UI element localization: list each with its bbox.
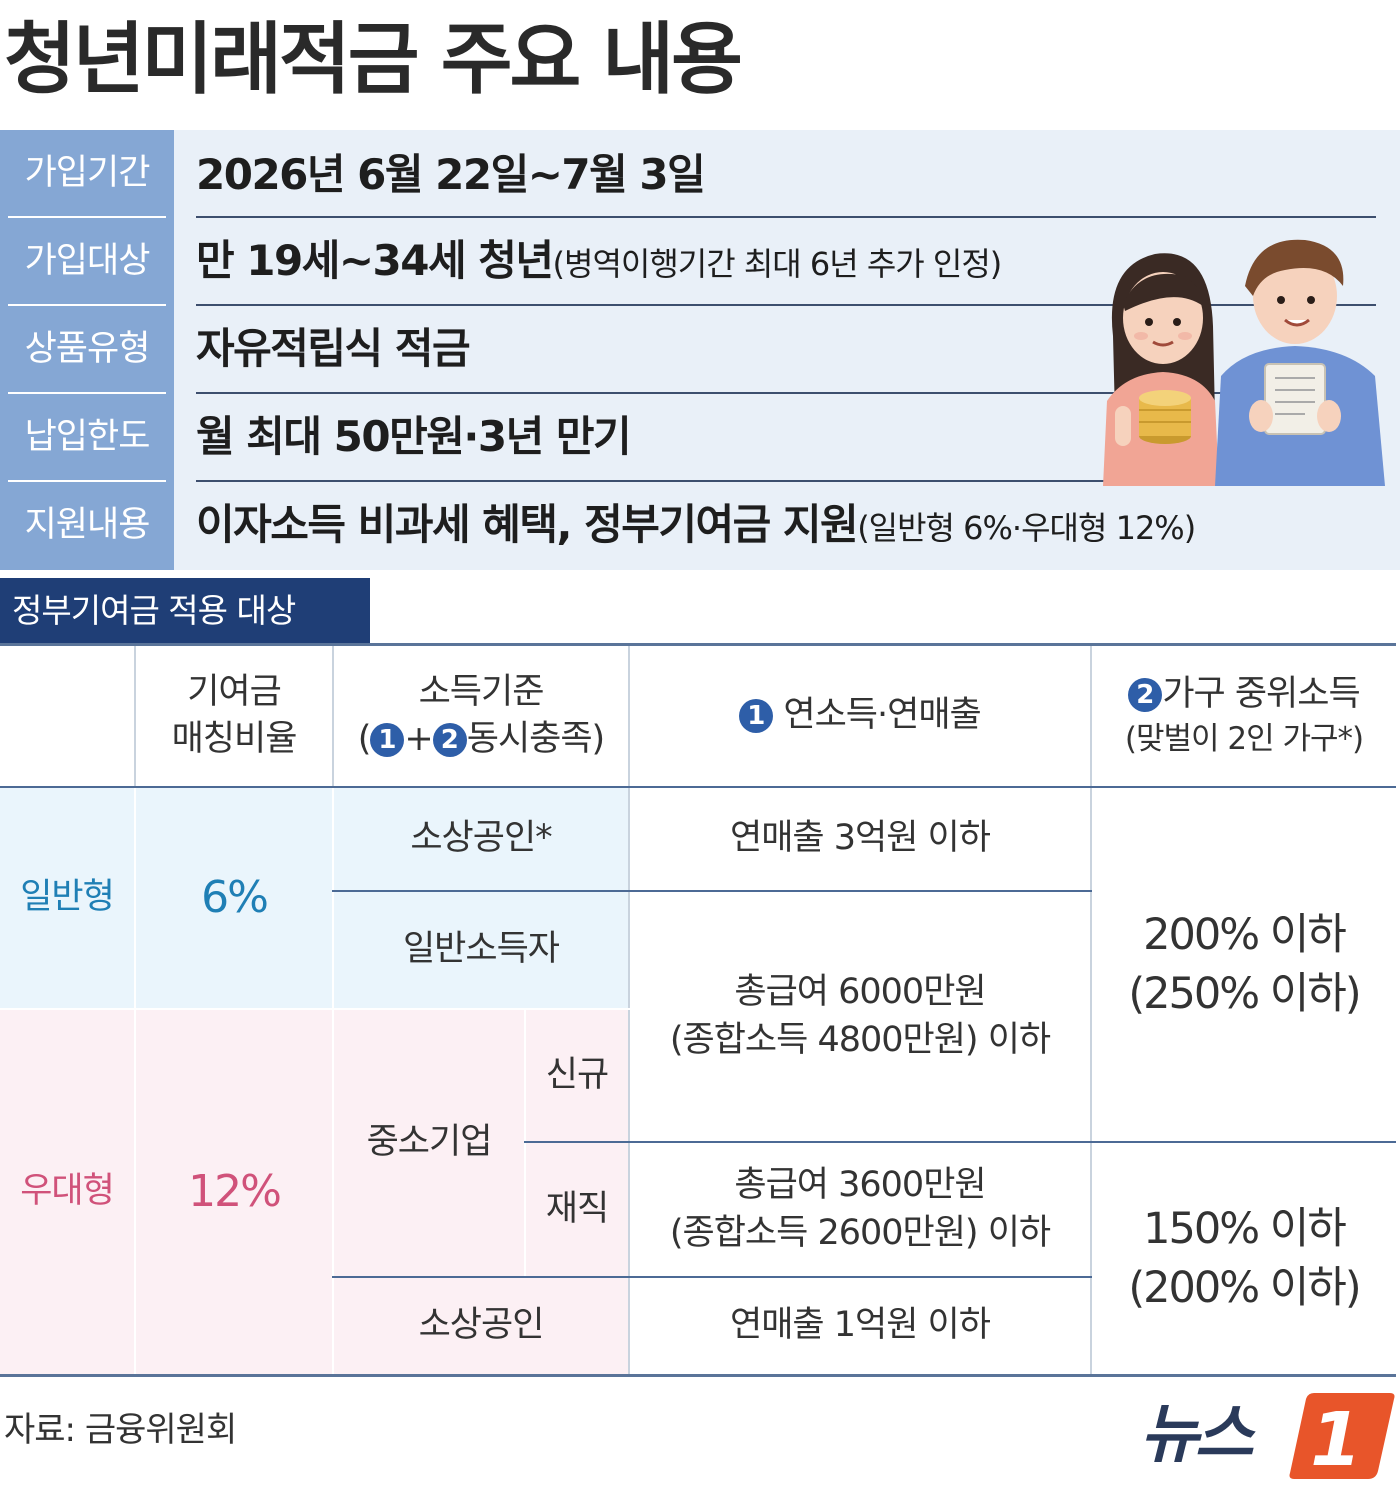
general-row-bg [0,786,630,1008]
median-text: (200% 이하) [1128,1262,1361,1313]
man-figure [1215,239,1385,486]
income-small-business-preferred: 연매출 1억원 이하 [730,1305,991,1346]
header-text: 2 가구 중위소득 [1128,671,1361,718]
info-label: 가입대상 [24,241,151,281]
info-row-limit: 납입한도 월 최대 50만원·3년 만기 [0,394,1400,482]
divider [0,643,1396,646]
median-text: (250% 이하) [1128,968,1361,1019]
logo-mark-text: 1 [1310,1397,1362,1483]
divider [0,786,1396,788]
divider [332,1276,1092,1278]
info-value: 이자소득 비과세 혜택, 정부기여금 지원(일반형 6%·우대형 12%) [196,500,1196,549]
divider [332,646,334,786]
type-preferred: 우대형 [20,1171,115,1212]
header-text: 연소득·연매출 [783,695,981,736]
header-text: 가구 중위소득 [1162,674,1360,715]
number-one-icon: 1 [370,723,405,757]
criteria-sme-current: 재직 [545,1188,609,1229]
divider [134,646,136,786]
criteria-general-earner: 일반소득자 [402,929,560,970]
woman-figure [1103,253,1219,486]
number-two-icon: 2 [1128,678,1163,713]
page-title: 청년미래적금 주요 내용 [4,15,743,105]
info-note: (병역이행기간 최대 6년 추가 인정) [552,245,1003,283]
header-text: (맞벌이 2인 가구*) [1124,720,1364,757]
divider [134,786,136,1374]
header-text: 동시충족) [466,719,605,759]
number-one-icon: 1 [739,699,774,734]
criteria-sme: 중소기업 [366,1122,493,1163]
info-label: 상품유형 [24,329,151,369]
info-row-support: 지원내용 이자소득 비과세 혜택, 정부기여금 지원(일반형 6%·우대형 12… [0,482,1400,570]
header-text: (1 +2 동시충족) [357,716,605,763]
income-text: (종합소득 2600만원) 이하 [669,1212,1051,1253]
info-row-type: 상품유형 자유적립식 적금 [0,306,1400,394]
rate-general: 6% [201,872,269,924]
header-text: 1 연소득·연매출 [739,692,982,739]
divider [332,890,1092,892]
median-general: 200% 이하 (250% 이하) [1092,788,1396,1141]
label-column [0,130,174,570]
criteria-sme-new: 신규 [545,1054,609,1095]
median-preferred: 150% 이하 (200% 이하) [1092,1143,1396,1374]
info-value: 2026년 6월 22일~7월 3일 [196,150,706,199]
divider [196,216,1376,218]
header-income-criteria: 소득기준 (1 +2 동시충족) [334,646,628,786]
divider [196,304,1376,306]
divider [628,646,630,1374]
header-median-income: 2 가구 중위소득 (맞벌이 2인 가구*) [1092,646,1396,786]
divider [0,1374,1396,1377]
header-matching-ratio: 기여금 매칭비율 [136,646,332,786]
info-label: 납입한도 [24,417,151,457]
divider [196,392,1376,394]
divider [8,480,166,482]
criteria-small-business-preferred: 소상공인 [418,1305,545,1346]
plus-sign: + [404,719,433,759]
paren: ( [357,719,372,759]
info-label: 가입기간 [24,153,151,193]
divider [8,304,166,306]
section-title: 정부기여금 적용 대상 [0,578,370,643]
source-note: 자료: 금융위원회 [4,1410,237,1450]
median-text: 150% 이하 [1143,1204,1347,1255]
logo-text: 뉴스 [1140,1398,1254,1472]
info-note: (일반형 6%·우대형 12%) [857,509,1196,547]
number-two-icon: 2 [432,723,467,757]
divider [196,480,1376,482]
divider [8,392,166,394]
income-sme-current: 총급여 3600만원 (종합소득 2600만원) 이하 [630,1143,1090,1276]
logo-mark-icon: 1 [1289,1393,1395,1483]
info-value: 자유적립식 적금 [196,324,471,373]
median-text: 200% 이하 [1143,910,1347,961]
header-text: 기여금 [187,671,282,712]
divider [332,786,334,1374]
income-general-earner: 총급여 6000만원 (종합소득 4800만원) 이하 [630,892,1090,1141]
divider [0,1008,630,1010]
info-label: 지원내용 [24,505,151,545]
header-text: 소득기준 [418,671,545,712]
criteria-small-business-general: 소상공인* [410,818,552,859]
info-row-period: 가입기간 2026년 6월 22일~7월 3일 [0,130,1400,218]
header-annual-income: 1 연소득·연매출 [630,646,1090,786]
info-value: 만 19세~34세 청년(병역이행기간 최대 6년 추가 인정) [196,236,1003,285]
type-general: 일반형 [20,877,115,918]
young-couple-illustration [1103,239,1385,486]
divider [8,216,166,218]
info-value: 월 최대 50만원·3년 만기 [196,412,632,461]
rate-preferred: 12% [188,1166,282,1218]
income-text: 총급여 6000만원 [734,972,986,1013]
info-row-target: 가입대상 만 19세~34세 청년(병역이행기간 최대 6년 추가 인정) [0,218,1400,306]
contribution-table: 기여금 매칭비율 소득기준 (1 +2 동시충족) 1 연소득·연매출 2 가구 중위… [0,646,1396,1374]
news1-logo: 뉴스 1 [1140,1385,1396,1485]
divider [524,1141,1396,1143]
income-text: (종합소득 4800만원) 이하 [669,1019,1051,1060]
divider [1090,646,1092,1374]
coin-stack [1139,390,1191,444]
income-small-business-general: 연매출 3억원 이하 [730,818,991,859]
income-text: 총급여 3600만원 [734,1165,986,1206]
header-text: 매칭비율 [171,719,298,759]
